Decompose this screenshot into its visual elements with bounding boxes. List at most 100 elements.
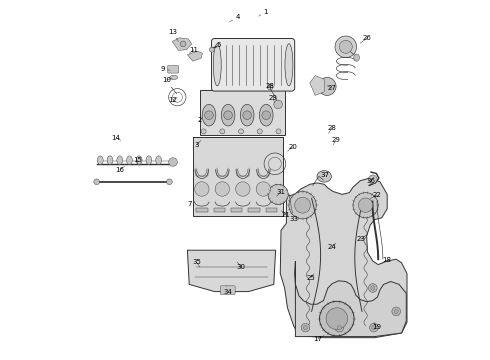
- Circle shape: [318, 77, 336, 95]
- Text: 22: 22: [370, 192, 381, 199]
- Circle shape: [335, 36, 357, 58]
- Text: 10: 10: [162, 77, 172, 83]
- Ellipse shape: [259, 104, 273, 126]
- Ellipse shape: [156, 156, 162, 165]
- Bar: [266, 208, 277, 212]
- Circle shape: [335, 323, 343, 332]
- Circle shape: [180, 41, 186, 47]
- Text: 29: 29: [269, 95, 277, 103]
- Text: 37: 37: [320, 172, 329, 177]
- Text: 16: 16: [115, 166, 124, 173]
- Circle shape: [294, 197, 311, 213]
- Text: 28: 28: [328, 125, 337, 133]
- Text: 18: 18: [381, 257, 392, 264]
- Circle shape: [262, 111, 270, 120]
- Text: 35: 35: [192, 259, 201, 267]
- Bar: [193, 137, 283, 216]
- Circle shape: [368, 284, 377, 292]
- Text: 29: 29: [331, 138, 340, 145]
- Circle shape: [268, 84, 273, 90]
- Text: 36: 36: [367, 177, 375, 184]
- Circle shape: [205, 111, 213, 120]
- Circle shape: [243, 111, 251, 120]
- Ellipse shape: [98, 156, 103, 165]
- Text: 31: 31: [276, 189, 286, 196]
- Polygon shape: [172, 38, 192, 50]
- Ellipse shape: [170, 75, 178, 80]
- Text: 15: 15: [133, 157, 142, 165]
- Circle shape: [274, 100, 282, 109]
- Circle shape: [257, 129, 262, 134]
- Circle shape: [215, 182, 229, 196]
- Circle shape: [353, 193, 378, 218]
- Circle shape: [209, 47, 215, 52]
- Circle shape: [303, 325, 308, 330]
- Text: 17: 17: [313, 336, 324, 342]
- Text: 30: 30: [237, 262, 246, 270]
- Text: 13: 13: [168, 30, 178, 41]
- Circle shape: [268, 184, 288, 204]
- Bar: [196, 208, 208, 212]
- FancyBboxPatch shape: [168, 66, 179, 73]
- Ellipse shape: [202, 104, 216, 126]
- Text: 21: 21: [281, 211, 291, 218]
- Text: 7: 7: [187, 202, 195, 207]
- Circle shape: [392, 307, 400, 316]
- Circle shape: [394, 309, 398, 314]
- Circle shape: [201, 129, 206, 134]
- Polygon shape: [310, 76, 324, 95]
- Text: 34: 34: [223, 286, 232, 295]
- Text: 2: 2: [198, 117, 205, 123]
- Text: 23: 23: [357, 235, 367, 242]
- Bar: [231, 208, 243, 212]
- Ellipse shape: [285, 44, 293, 86]
- Circle shape: [369, 323, 378, 332]
- Bar: [248, 208, 260, 212]
- Text: 25: 25: [306, 274, 315, 281]
- Ellipse shape: [107, 156, 113, 165]
- Polygon shape: [187, 51, 202, 61]
- Bar: [200, 90, 285, 135]
- Circle shape: [289, 192, 316, 219]
- Circle shape: [372, 325, 376, 330]
- Text: 26: 26: [360, 35, 372, 43]
- Ellipse shape: [354, 54, 360, 61]
- Circle shape: [167, 179, 172, 185]
- Circle shape: [339, 40, 352, 53]
- Polygon shape: [280, 178, 407, 338]
- Polygon shape: [187, 250, 275, 292]
- Ellipse shape: [126, 156, 132, 165]
- Circle shape: [276, 129, 281, 134]
- Ellipse shape: [146, 156, 152, 165]
- FancyBboxPatch shape: [212, 39, 294, 91]
- Text: 24: 24: [328, 243, 337, 249]
- Ellipse shape: [213, 44, 221, 86]
- Polygon shape: [294, 261, 406, 337]
- Text: 20: 20: [288, 144, 297, 151]
- Ellipse shape: [240, 104, 254, 126]
- Text: 4: 4: [230, 14, 240, 22]
- Text: 28: 28: [265, 83, 274, 90]
- Text: 19: 19: [372, 322, 381, 330]
- Circle shape: [326, 308, 347, 329]
- Bar: [214, 208, 225, 212]
- Text: 14: 14: [112, 135, 121, 140]
- FancyBboxPatch shape: [220, 286, 235, 294]
- Text: 11: 11: [189, 47, 198, 53]
- Text: 9: 9: [161, 66, 170, 72]
- Ellipse shape: [117, 156, 122, 165]
- Circle shape: [224, 111, 232, 120]
- Text: 1: 1: [259, 9, 268, 16]
- Circle shape: [195, 182, 209, 196]
- Circle shape: [337, 325, 342, 330]
- Text: 27: 27: [327, 85, 337, 91]
- Circle shape: [319, 301, 354, 336]
- Circle shape: [358, 198, 373, 212]
- Text: 5: 5: [215, 42, 221, 48]
- Circle shape: [301, 323, 310, 332]
- Ellipse shape: [221, 104, 235, 126]
- Ellipse shape: [317, 171, 331, 182]
- Circle shape: [94, 179, 99, 185]
- Circle shape: [370, 286, 375, 290]
- Circle shape: [368, 175, 377, 184]
